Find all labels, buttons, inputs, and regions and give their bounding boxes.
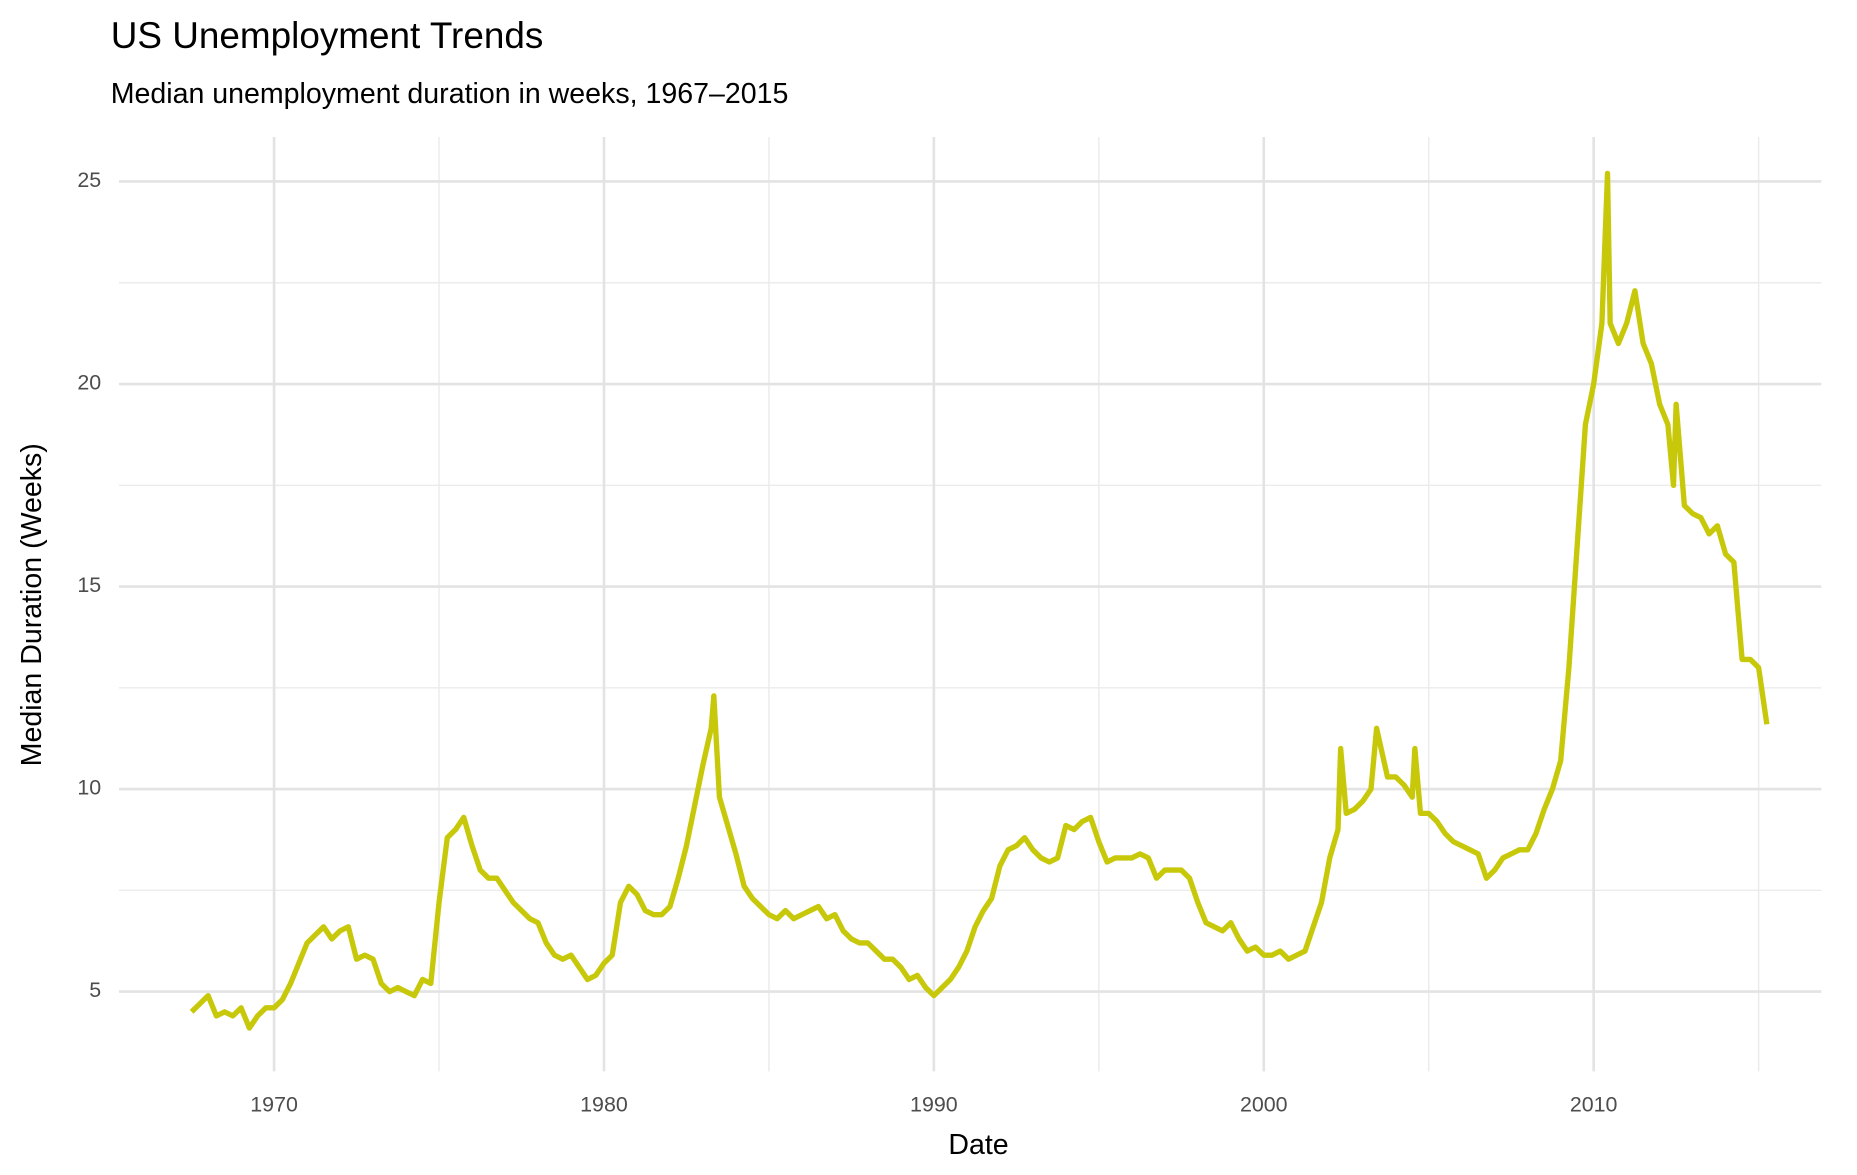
x-axis-title: Date [948, 1129, 1008, 1161]
y-axis-title: Median Duration (Weeks) [16, 443, 48, 766]
x-tick-label: 1990 [910, 1093, 958, 1117]
data-line [189, 170, 1770, 1031]
x-tick-label: 1970 [250, 1093, 298, 1117]
plot-area [189, 170, 1770, 1031]
y-tick-label: 5 [89, 978, 101, 1002]
x-tick-label: 2000 [1240, 1093, 1288, 1117]
y-tick-label: 20 [77, 371, 101, 395]
y-tick-label: 15 [77, 573, 101, 597]
x-tick-label: 1980 [580, 1093, 628, 1117]
chart-subtitle: Median unemployment duration in weeks, 1… [111, 78, 789, 110]
y-tick-label: 25 [77, 168, 101, 192]
grid: 5 10 15 20 25 1970 1980 1990 2000 2010 [77, 136, 1822, 1117]
x-tick-label: 2010 [1570, 1093, 1618, 1117]
chart-title: US Unemployment Trends [111, 15, 544, 56]
y-tick-label: 10 [77, 776, 101, 800]
